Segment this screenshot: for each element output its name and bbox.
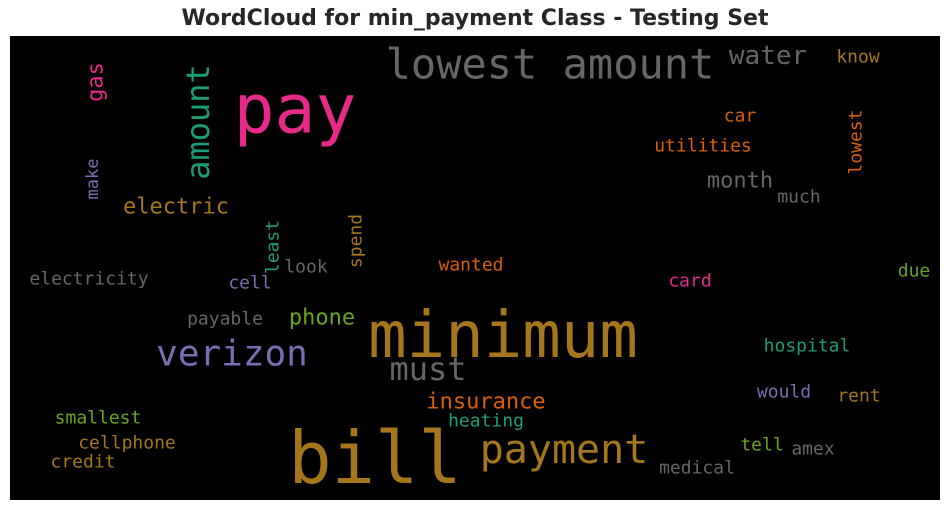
wordcloud-canvas: bill minimum pay lowest amount payment verizo… [29, 40, 931, 501]
word-utilities: utilities [654, 136, 752, 157]
word-wanted: wanted [438, 255, 503, 276]
word-spend: spend [346, 214, 367, 268]
word-would: would [757, 382, 811, 403]
word-cell: cell [228, 273, 271, 294]
word-verizon: verizon [156, 334, 308, 375]
word-make: make [83, 159, 103, 200]
word-amount: amount [179, 64, 217, 180]
word-know: know [836, 47, 880, 68]
chart-title: WordCloud for min_payment Class - Testin… [181, 6, 769, 31]
word-pay: pay [234, 71, 357, 150]
word-bill: bill [288, 416, 461, 500]
word-payable: payable [187, 309, 263, 330]
word-tell: tell [740, 435, 783, 456]
word-payment: payment [480, 427, 649, 473]
word-much: much [777, 187, 820, 208]
word-cellphone: cellphone [78, 433, 176, 454]
word-month: month [707, 169, 773, 194]
word-amex: amex [791, 439, 835, 460]
word-insurance: insurance [426, 390, 545, 415]
word-electricity: electricity [29, 269, 148, 290]
word-card: card [668, 271, 711, 292]
word-smallest: smallest [55, 408, 142, 429]
word-minimum: minimum [368, 299, 638, 373]
word-car: car [724, 106, 757, 127]
word-electric: electric [123, 195, 229, 220]
word-look: look [284, 257, 328, 278]
word-lowest-amount: lowest amount [386, 40, 715, 89]
wordcloud-panel: bill minimum pay lowest amount payment verizo… [10, 36, 940, 500]
word-gas: gas [84, 62, 109, 102]
word-hospital: hospital [764, 336, 851, 357]
word-rent: rent [837, 386, 880, 407]
word-least: least [263, 220, 284, 274]
word-water: water [729, 41, 807, 71]
word-heating: heating [448, 411, 524, 432]
word-phone: phone [289, 306, 355, 331]
word-due: due [898, 261, 931, 282]
word-medical: medical [659, 458, 735, 479]
word-must: must [389, 350, 466, 388]
word-credit: credit [50, 452, 115, 473]
word-lowest: lowest [846, 109, 867, 174]
